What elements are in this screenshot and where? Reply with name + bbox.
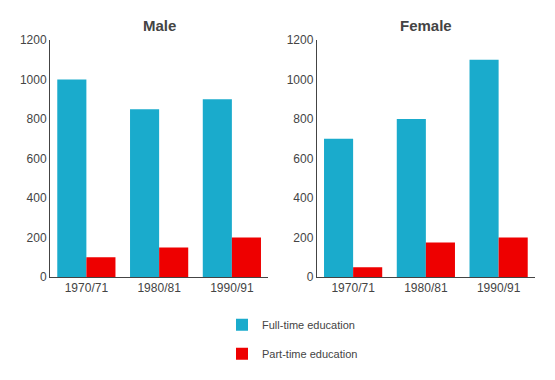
svg-text:1990/91: 1990/91 (477, 281, 521, 295)
svg-text:1970/71: 1970/71 (331, 281, 375, 295)
svg-text:1980/81: 1980/81 (404, 281, 448, 295)
svg-text:Full-time education: Full-time education (262, 319, 355, 331)
svg-text:600: 600 (293, 152, 313, 166)
svg-text:0: 0 (307, 270, 314, 284)
svg-text:800: 800 (27, 112, 47, 126)
svg-text:200: 200 (27, 231, 47, 245)
svg-text:600: 600 (27, 152, 47, 166)
svg-text:0: 0 (40, 270, 47, 284)
svg-text:Male: Male (143, 17, 176, 34)
svg-text:1000: 1000 (287, 73, 314, 87)
svg-text:1980/81: 1980/81 (137, 281, 181, 295)
svg-text:1000: 1000 (20, 73, 47, 87)
svg-text:400: 400 (293, 191, 313, 205)
svg-text:Female: Female (400, 17, 452, 34)
svg-text:1970/71: 1970/71 (65, 281, 109, 295)
svg-text:1200: 1200 (287, 33, 314, 47)
svg-text:Part-time education: Part-time education (262, 348, 357, 360)
svg-text:200: 200 (293, 231, 313, 245)
svg-text:1990/91: 1990/91 (210, 281, 254, 295)
svg-text:1200: 1200 (20, 33, 47, 47)
svg-text:800: 800 (293, 112, 313, 126)
svg-text:400: 400 (27, 191, 47, 205)
